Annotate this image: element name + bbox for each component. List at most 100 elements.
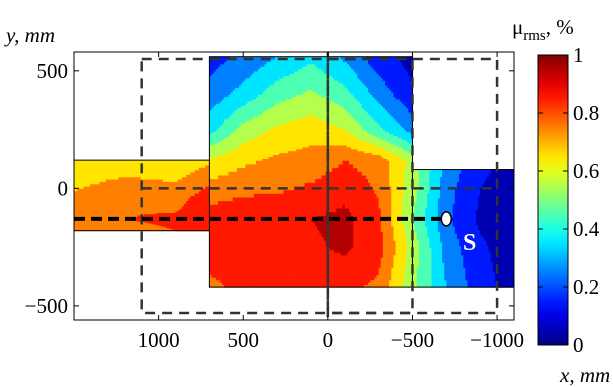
contour-cell — [137, 203, 142, 205]
contour-cell — [89, 225, 94, 227]
contour-cell — [99, 213, 104, 216]
contour-cell — [198, 223, 202, 225]
contour-cell — [93, 200, 97, 203]
contour-cell — [194, 222, 198, 224]
contour-cell — [194, 200, 198, 203]
contour-cell — [153, 201, 158, 204]
contour-cell — [200, 210, 204, 213]
contour-cell — [179, 208, 183, 211]
contour-cell — [121, 228, 126, 230]
contour-cell — [108, 213, 113, 216]
contour-cell — [162, 224, 167, 227]
contour-cell — [124, 200, 129, 203]
contour-cell — [153, 223, 158, 225]
contour-cell — [99, 226, 104, 229]
contour-cell — [159, 214, 164, 217]
contour-cell — [131, 221, 135, 223]
contour-cell — [162, 203, 167, 205]
contour-cell — [175, 209, 179, 212]
contour-cell — [115, 229, 120, 231]
contour-cell — [124, 228, 129, 230]
contour-cell — [134, 213, 139, 216]
contour-cell — [179, 209, 183, 212]
contour-cell — [77, 222, 81, 224]
contour-cell — [207, 227, 210, 230]
contour-cell — [184, 222, 187, 224]
contour-cell — [89, 204, 94, 207]
contour-cell — [140, 226, 145, 229]
contour-cell — [112, 201, 116, 204]
contour-cell — [74, 226, 78, 228]
contour-cell — [184, 226, 187, 229]
contour-cell — [86, 222, 91, 224]
contour-cell — [131, 213, 135, 216]
contour-cell — [99, 224, 104, 226]
contour-cell — [172, 221, 177, 223]
contour-cell — [83, 205, 88, 208]
contour-cell — [134, 225, 139, 227]
contour-cell — [86, 221, 91, 223]
contour-cell — [205, 218, 208, 221]
contour-cell — [99, 203, 104, 205]
contour-cell — [115, 223, 120, 225]
contour-cell — [184, 223, 187, 225]
contour-cell — [86, 200, 91, 203]
contour-cell — [198, 204, 202, 207]
contour-cell — [80, 225, 85, 227]
contour-cell — [196, 201, 200, 204]
contour-cell — [121, 212, 126, 215]
contour-cell — [188, 210, 191, 213]
contour-cell — [105, 204, 110, 207]
contour-cell — [175, 227, 179, 230]
contour-cell — [86, 228, 91, 230]
contour-cell — [166, 203, 170, 205]
contour-cell — [196, 221, 200, 223]
contour-cell — [102, 200, 107, 203]
contour-cell — [146, 214, 151, 217]
contour-cell — [190, 226, 194, 229]
contour-cell — [99, 199, 104, 201]
contour-cell — [196, 226, 200, 228]
contour-cell — [190, 218, 194, 221]
contour-cell — [184, 210, 187, 213]
contour-cell — [140, 224, 145, 227]
contour-cell — [177, 214, 181, 217]
contour-cell — [143, 214, 148, 217]
contour-cell — [198, 221, 202, 223]
contour-cell — [74, 210, 78, 213]
contour-cell — [166, 197, 170, 200]
contour-cell — [184, 207, 187, 209]
contour-cell — [140, 226, 145, 228]
contour-cell — [181, 200, 185, 203]
contour-cell — [200, 201, 204, 204]
contour-cell — [181, 208, 185, 211]
contour-cell — [102, 213, 107, 216]
contour-cell — [140, 225, 145, 227]
contour-cell — [156, 214, 161, 217]
contour-cell — [86, 220, 91, 222]
contour-cell — [150, 209, 154, 212]
contour-cell — [131, 220, 135, 222]
contour-cell — [118, 212, 123, 215]
contour-cell — [131, 227, 135, 230]
contour-cell — [143, 228, 148, 230]
contour-cell — [77, 221, 81, 223]
contour-cell — [207, 207, 210, 209]
contour-cell — [89, 221, 94, 223]
contour-cell — [118, 220, 123, 222]
contour-cell — [205, 222, 208, 224]
contour-cell — [181, 227, 185, 230]
contour-cell — [207, 223, 210, 225]
contour-cell — [115, 222, 120, 224]
contour-cell — [194, 199, 198, 201]
contour-cell — [205, 213, 208, 216]
contour-cell — [77, 223, 81, 225]
contour-cell — [134, 226, 139, 228]
contour-cell — [181, 222, 185, 224]
contour-cell — [194, 210, 198, 213]
contour-cell — [175, 210, 179, 213]
contour-cell — [153, 197, 158, 200]
contour-cell — [172, 214, 177, 217]
contour-cell — [169, 201, 173, 204]
contour-cell — [162, 204, 167, 207]
